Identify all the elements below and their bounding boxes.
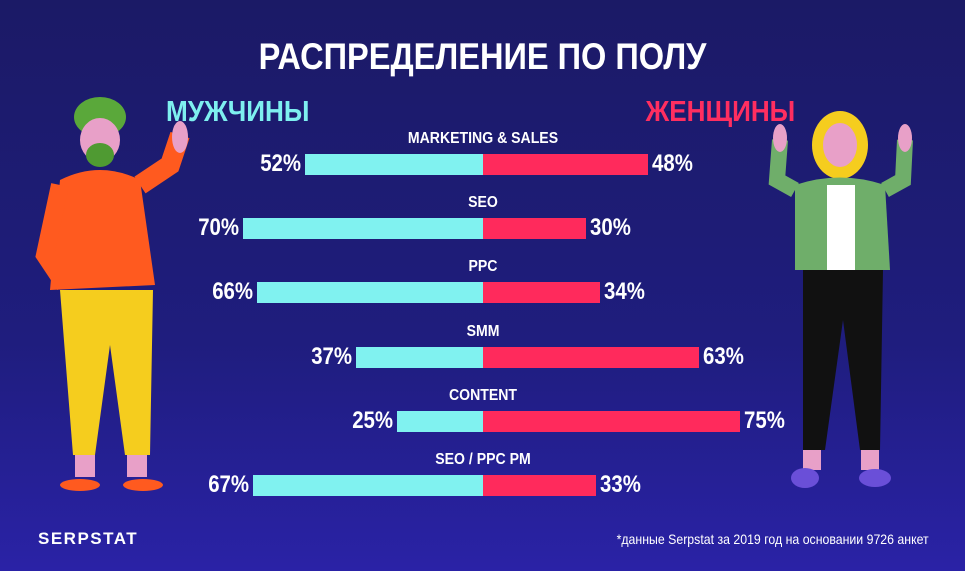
legend-women: ЖЕНЩИНЫ	[645, 96, 795, 128]
category-label: CONTENT	[448, 386, 518, 404]
value-label-men: 25%	[352, 406, 394, 434]
value-label-women: 34%	[603, 278, 645, 306]
bar-men	[397, 410, 483, 432]
value-label-men: 66%	[211, 278, 253, 306]
bar-women	[483, 282, 600, 304]
category-label: PPC	[468, 258, 498, 276]
category-label: MARKETING & SALES	[407, 130, 559, 147]
footnote: *данные Serpstat за 2019 год на основани…	[616, 531, 929, 547]
value-label-men: 37%	[311, 342, 353, 370]
bar-men	[356, 346, 483, 368]
category-label: SMM	[466, 322, 500, 340]
legend-men: МУЖЧИНЫ	[166, 96, 310, 128]
woman-illustration-icon	[768, 111, 913, 488]
bar-men	[256, 282, 483, 304]
category-label: SEO	[468, 194, 498, 212]
bar-women	[483, 218, 586, 240]
category-label: SEO / PPC PM	[435, 451, 531, 468]
value-label-men: 52%	[259, 150, 301, 177]
serpstat-logo: SERPSTAT	[38, 529, 139, 548]
bar-women	[483, 154, 648, 175]
bar-women	[483, 410, 741, 432]
value-label-women: 48%	[651, 150, 693, 177]
value-label-women: 33%	[600, 471, 642, 498]
value-label-women: 30%	[589, 214, 631, 242]
chart-title: РАСПРЕДЕЛЕНИЕ ПО ПОЛУ	[258, 36, 707, 77]
value-label-women: 75%	[744, 406, 786, 434]
bar-men	[242, 218, 483, 240]
bar-men	[304, 154, 483, 175]
bar-men	[253, 475, 483, 496]
bar-women	[483, 346, 700, 368]
value-label-women: 63%	[703, 342, 744, 370]
bar-women	[483, 475, 597, 496]
man-illustration-icon	[35, 97, 190, 491]
value-label-men: 70%	[198, 214, 239, 242]
value-label-men: 67%	[208, 471, 250, 498]
